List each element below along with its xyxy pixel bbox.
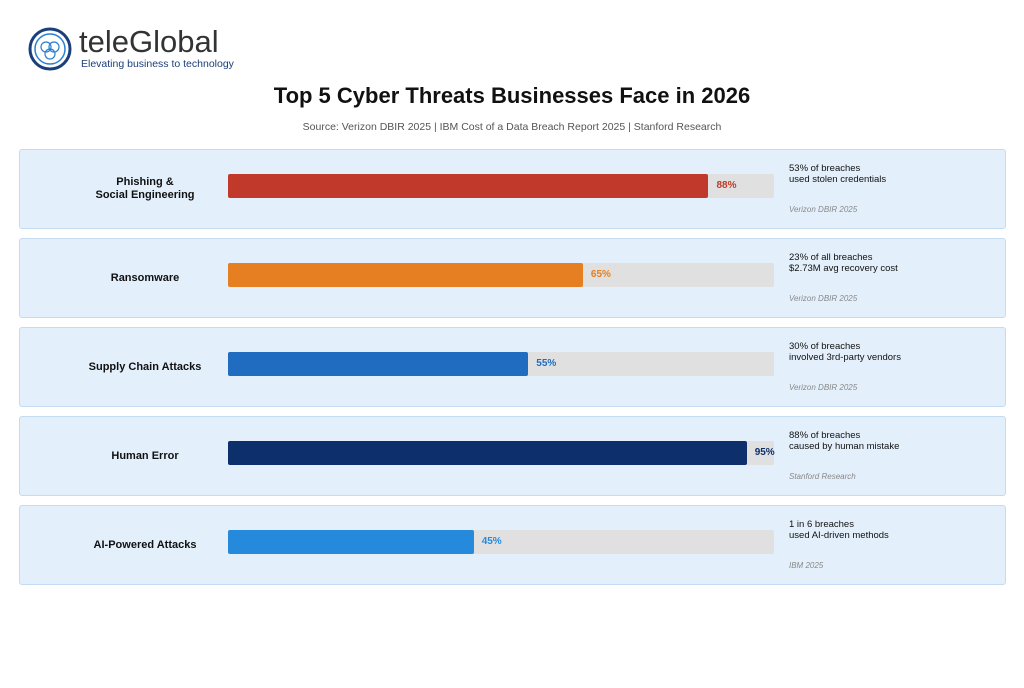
stat-source: Verizon DBIR 2025 [789, 205, 858, 214]
logo-tagline: Elevating business to technology [81, 58, 234, 70]
category-label: Human Error [111, 449, 179, 462]
threat-card: AI-Powered Attacks 45% 1 in 6 breaches use… [19, 505, 1006, 585]
bar-track [228, 441, 774, 465]
category-label: Supply Chain Attacks [88, 360, 202, 373]
stat-source: Verizon DBIR 2025 [789, 294, 858, 303]
stat-note: 1 in 6 breaches used AI-driven methods [789, 519, 889, 541]
bar-track [228, 174, 774, 198]
stat-note: 23% of all breaches $2.73M avg recovery … [789, 252, 898, 274]
stat-note: 53% of breaches used stolen credentials [789, 163, 887, 185]
value-label: 88% [716, 180, 737, 191]
bar [228, 530, 474, 554]
category-label: Ransomware [110, 271, 180, 284]
stat-source: Verizon DBIR 2025 [789, 383, 858, 392]
threat-card: Phishing & Social Engineering 88% 53% of b… [19, 149, 1006, 229]
threat-card: Ransomware 65% 23% of all breaches $2.73M … [19, 238, 1006, 318]
stat-note: 88% of breaches caused by human mistake [789, 430, 900, 452]
bar-track [228, 263, 774, 287]
logo-name: teleGlobal [79, 24, 219, 59]
stat-source: IBM 2025 [789, 561, 824, 570]
bar [228, 263, 583, 287]
value-label: 45% [481, 536, 502, 547]
stat-source: Stanford Research [789, 472, 856, 481]
category-label: Phishing & Social Engineering [95, 176, 195, 201]
threat-card: Human Error 95% 88% of breaches caused by … [19, 416, 1006, 496]
bar [228, 352, 529, 376]
bar [228, 174, 709, 198]
threat-card: Supply Chain Attacks 55% 30% of breaches i… [19, 327, 1006, 407]
stat-note: 30% of breaches involved 3rd-party vendo… [789, 341, 901, 363]
category-label: AI-Powered Attacks [93, 538, 197, 551]
value-label: 95% [754, 447, 775, 458]
chart-title: Top 5 Cyber Threats Businesses Face in 2… [273, 83, 751, 108]
chart-subtitle: Source: Verizon DBIR 2025 | IBM Cost of … [302, 121, 722, 133]
logo-icon [28, 27, 72, 71]
bar [228, 441, 747, 465]
value-label: 65% [590, 269, 611, 280]
bar-track [228, 530, 774, 554]
value-label: 55% [536, 358, 557, 369]
bar-track [228, 352, 774, 376]
